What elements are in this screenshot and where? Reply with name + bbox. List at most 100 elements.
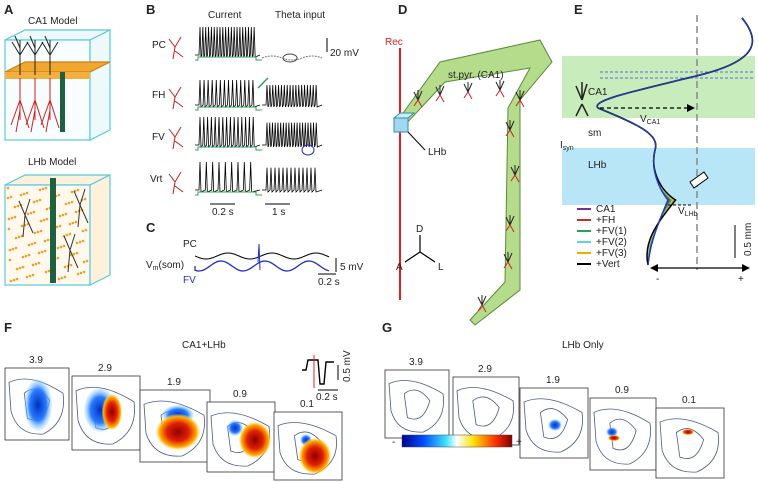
potential-map [102, 394, 122, 430]
trace [262, 167, 323, 193]
cell-dot [56, 246, 60, 250]
cell-dot [36, 230, 40, 234]
model-title: CA1 Model [28, 16, 77, 27]
cell-dot [13, 215, 17, 219]
neuron [515, 99, 525, 108]
cell-dot [85, 259, 89, 263]
panel-letter: D [398, 2, 407, 17]
lhb-cube [392, 112, 416, 133]
cell-dot [41, 187, 45, 191]
pointer [407, 131, 426, 151]
cell-dot [71, 221, 75, 225]
neuron [503, 261, 513, 270]
neuron [495, 80, 505, 91]
cell-dot [58, 214, 62, 218]
neuron [575, 82, 589, 117]
neuron-icon [168, 126, 184, 150]
slice-frame [384, 369, 450, 439]
cell-dot [76, 188, 80, 192]
depth-label: 2.9 [98, 363, 112, 374]
scale-label: 20 mV [330, 48, 359, 59]
trace-label: PC [183, 239, 197, 250]
cell-dot [45, 207, 49, 211]
cell-dot [21, 255, 25, 259]
neuron [505, 224, 515, 233]
trace [195, 161, 261, 193]
highlight [282, 53, 298, 63]
axis-label: D [416, 224, 423, 235]
cell-dot [44, 270, 48, 274]
cell-dot [6, 186, 10, 190]
current-label: Isyn [560, 140, 574, 152]
cell-dot [26, 212, 30, 216]
cell-dot [75, 251, 79, 255]
cell-dot [58, 224, 62, 228]
arrowhead [742, 264, 750, 272]
cell-dot [32, 200, 36, 204]
scale-label: 0.5 mV [342, 350, 353, 382]
panel-letter: E [574, 2, 583, 17]
neuron [505, 129, 515, 138]
region-label: LHb [588, 160, 607, 171]
arrowhead [687, 104, 695, 112]
cell-dot [57, 277, 61, 281]
cell-dot [13, 205, 17, 209]
current-step [195, 106, 262, 111]
cell-dot [74, 220, 78, 224]
cell-dot [64, 212, 68, 216]
cell-dot [11, 247, 15, 251]
scale-label: 0.2 s [318, 277, 340, 288]
neurons [10, 35, 60, 133]
neuron [463, 82, 473, 93]
current-step [195, 146, 262, 151]
cell-dot [61, 213, 65, 217]
current-step [195, 191, 262, 196]
depth-label: 1.9 [546, 375, 560, 386]
cell-dot [38, 188, 42, 192]
axis-label: L [438, 262, 444, 273]
neuron [505, 215, 515, 226]
shape [419, 251, 436, 263]
cell-dot [62, 244, 66, 248]
region [562, 148, 755, 205]
neuron [463, 91, 473, 100]
panel-letter: B [146, 2, 155, 17]
cell-dot [82, 260, 86, 264]
slab [397, 39, 553, 326]
cell-dot [15, 267, 19, 271]
cell-dot [14, 236, 18, 240]
cell-dot [7, 217, 11, 221]
block-arrow [689, 171, 709, 189]
potential-label: VCA1 [640, 114, 660, 126]
spike [257, 243, 261, 271]
layer-label: st.pyr. (CA1) [448, 70, 504, 81]
cell-dot [43, 249, 47, 253]
cell-dot [55, 225, 59, 229]
potential-map [156, 414, 200, 450]
axis-sign: - [656, 274, 659, 285]
scale-label: 0.2 s [316, 392, 338, 403]
row-label: FH [152, 90, 165, 101]
row-label: PC [152, 40, 166, 51]
neuron-icon [168, 86, 184, 110]
cell-dot [75, 241, 79, 245]
profile [596, 17, 754, 266]
cell-dot [14, 246, 18, 250]
legend-label: +FH [596, 215, 615, 226]
cell-dot [70, 200, 74, 204]
trace [195, 116, 261, 149]
panel-letter: F [4, 320, 12, 335]
profiles [575, 17, 754, 266]
cell-dot [72, 252, 76, 256]
trace [262, 84, 323, 108]
dendrite [26, 35, 44, 75]
cell-dot [43, 239, 47, 243]
brain-outline [659, 418, 719, 473]
depth-label: 0.9 [615, 385, 629, 396]
shape [392, 112, 416, 119]
neuron [477, 304, 487, 313]
slice-frame [589, 397, 657, 471]
cell-dot [39, 219, 43, 223]
model-title: LHb Model [28, 157, 76, 168]
cell-dot [68, 222, 72, 226]
